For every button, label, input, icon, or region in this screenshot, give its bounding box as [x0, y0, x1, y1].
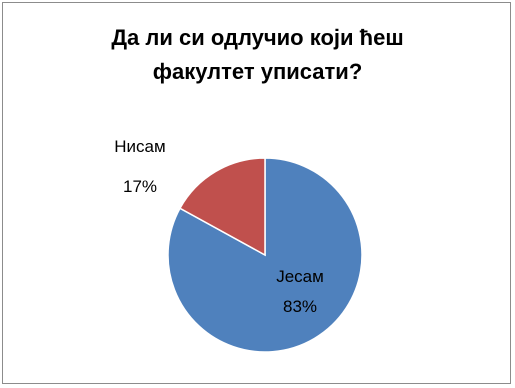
slice-value-jesam: 83% [283, 297, 317, 316]
pie-slice-jesam [167, 157, 363, 353]
slice-label-nisam: Нисам [114, 137, 165, 156]
slice-value-nisam: 17% [123, 177, 157, 196]
chart-title: Да ли си одлучио који ћеш факултет уписа… [3, 21, 512, 89]
chart-title-line-2: факултет уписати? [152, 59, 363, 84]
pie-slice-nisam [178, 157, 266, 257]
chart-title-line-1: Да ли си одлучио који ћеш [111, 25, 404, 50]
slice-label-jesam: Јесам [276, 267, 324, 286]
